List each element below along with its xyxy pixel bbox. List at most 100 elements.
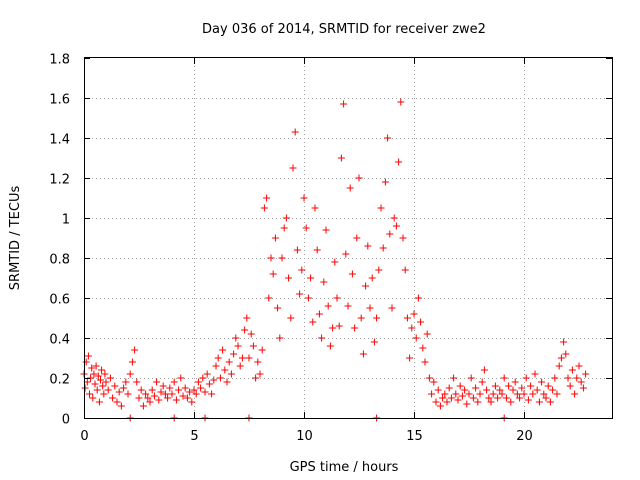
data-point	[276, 334, 284, 342]
data-point	[245, 354, 253, 362]
data-point	[582, 370, 590, 378]
data-point	[500, 374, 508, 382]
data-point	[278, 254, 286, 262]
data-point	[181, 384, 189, 392]
data-point	[320, 278, 328, 286]
data-point	[170, 378, 178, 386]
data-point	[450, 374, 458, 382]
data-point	[260, 204, 268, 212]
data-point	[282, 214, 290, 222]
data-point	[461, 386, 469, 394]
data-point	[291, 128, 299, 136]
data-point	[92, 362, 100, 370]
data-point	[465, 390, 473, 398]
data-point	[192, 390, 200, 398]
data-points	[80, 98, 590, 422]
data-point	[122, 378, 130, 386]
data-point	[223, 378, 231, 386]
data-point	[553, 390, 561, 398]
data-point	[351, 324, 359, 332]
data-point	[496, 386, 504, 394]
x-tick-label: 5	[190, 429, 198, 444]
data-point	[326, 342, 334, 350]
y-tick-label: 0.8	[49, 253, 70, 268]
data-point	[362, 282, 370, 290]
data-point	[102, 378, 110, 386]
data-point	[322, 226, 330, 234]
data-point	[329, 324, 337, 332]
data-point	[315, 310, 323, 318]
data-point	[441, 390, 449, 398]
data-point	[243, 314, 251, 322]
data-point	[340, 100, 348, 108]
data-point	[524, 396, 532, 404]
data-point	[285, 274, 293, 282]
y-tick-label: 1	[62, 213, 70, 228]
y-tick-label: 0.6	[49, 293, 70, 308]
data-point	[399, 234, 407, 242]
data-point	[89, 394, 97, 402]
data-point	[304, 294, 312, 302]
data-point	[313, 246, 321, 254]
data-point	[551, 374, 559, 382]
data-point	[379, 244, 387, 252]
data-point	[505, 382, 513, 390]
data-point	[531, 370, 539, 378]
data-point	[135, 394, 143, 402]
data-point	[535, 398, 543, 406]
axis-ticks: 0 0.2 0.4 0.6 0.8 1 1.2 1.4 1.6 1.8 0 5 10 15 20	[49, 53, 612, 444]
data-point	[555, 362, 563, 370]
data-point	[298, 266, 306, 274]
data-point	[487, 398, 495, 406]
data-point	[436, 402, 444, 410]
data-point	[538, 378, 546, 386]
data-point	[309, 318, 317, 326]
data-point	[458, 392, 466, 400]
data-point	[560, 338, 568, 346]
data-point	[142, 390, 150, 398]
data-point	[247, 330, 255, 338]
data-point	[212, 362, 220, 370]
data-point	[443, 398, 451, 406]
data-point	[386, 230, 394, 238]
data-point	[150, 392, 158, 400]
data-point	[564, 374, 572, 382]
data-point	[410, 310, 418, 318]
data-point	[133, 378, 141, 386]
data-point	[164, 394, 172, 402]
data-point	[518, 384, 526, 392]
data-point	[172, 396, 180, 404]
data-point	[98, 366, 106, 374]
data-point	[353, 234, 361, 242]
x-tick-label: 20	[516, 429, 533, 444]
data-point	[388, 304, 396, 312]
data-point	[469, 394, 477, 402]
data-point	[188, 398, 196, 406]
data-point	[454, 396, 462, 404]
data-point	[115, 388, 123, 396]
data-point	[432, 398, 440, 406]
data-point	[472, 384, 480, 392]
data-point	[318, 334, 326, 342]
data-point	[520, 390, 528, 398]
data-point	[86, 390, 93, 398]
data-point	[249, 342, 257, 350]
data-point	[428, 390, 436, 398]
y-axis-label: SRMTID / TECUs	[8, 186, 23, 291]
data-point	[296, 290, 304, 298]
data-point	[566, 382, 574, 390]
data-point	[252, 374, 260, 382]
data-point	[568, 366, 576, 374]
y-tick-label: 0.2	[49, 373, 70, 388]
data-point	[368, 274, 376, 282]
data-point	[364, 242, 372, 250]
data-point	[263, 194, 271, 202]
data-point	[414, 294, 422, 302]
data-point	[90, 370, 98, 378]
data-point	[219, 346, 227, 354]
data-point	[99, 382, 107, 390]
data-point	[346, 184, 354, 192]
data-point	[571, 390, 579, 398]
data-point	[161, 390, 169, 398]
